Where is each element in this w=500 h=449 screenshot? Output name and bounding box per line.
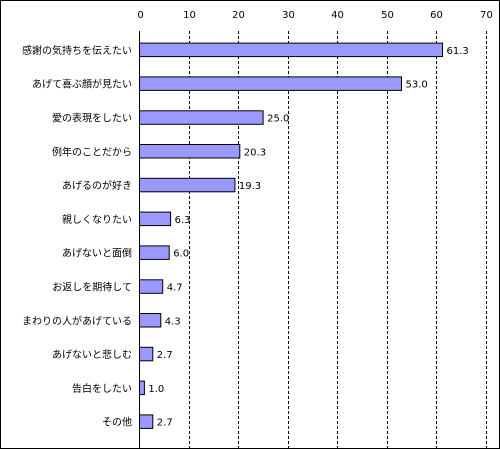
grid-lines — [189, 31, 487, 448]
bars — [139, 42, 443, 429]
value-label: 19.3 — [239, 181, 261, 192]
bar — [139, 279, 164, 294]
value-label: 25.0 — [267, 114, 289, 125]
value-labels: 61.3 53.0 25.0 20.3 19.3 6.3 6.0 4.7 4.3 2.7 1.0 2.… — [148, 46, 468, 429]
category-label: あげないと面倒 — [62, 248, 132, 260]
category-label: あげるのが好き — [62, 179, 132, 192]
bar — [139, 245, 170, 260]
category-label: お返しを期待して — [52, 281, 132, 294]
bar — [139, 313, 162, 328]
category-label: 愛の表現をしたい — [52, 112, 132, 125]
x-tick-label: 10 — [183, 10, 196, 21]
value-label: 1.0 — [148, 384, 164, 395]
bar — [139, 414, 154, 429]
value-label: 53.0 — [406, 80, 428, 91]
value-label: 6.3 — [175, 215, 191, 226]
x-tick-label: 20 — [232, 10, 245, 21]
category-label: あげないと悲しむ — [52, 348, 132, 361]
x-tick-label: 50 — [381, 10, 394, 21]
category-label: まわりの人があげている — [22, 314, 132, 327]
category-labels: 感謝の気持ちを伝えたいあげて喜ぶ顔が見たい愛の表現をしたい例年のことだからあげる… — [22, 44, 132, 429]
value-label: 20.3 — [244, 147, 266, 158]
bar — [139, 380, 145, 396]
category-label: 親しくなりたい — [62, 213, 132, 226]
bar — [139, 346, 154, 362]
bar — [139, 76, 402, 91]
value-label: 4.7 — [167, 283, 183, 294]
x-tick-label: 0 — [137, 10, 143, 21]
x-tick-label: 30 — [282, 10, 295, 21]
category-label: その他 — [102, 416, 132, 429]
x-axis-ticks: 0 10 20 30 40 50 60 70 — [137, 10, 493, 21]
x-tick-label: 60 — [430, 10, 443, 21]
value-label: 2.7 — [157, 418, 173, 429]
category-label: 告白をしたい — [72, 382, 132, 395]
bar — [139, 211, 172, 227]
value-label: 61.3 — [447, 46, 469, 57]
category-label: 感謝の気持ちを伝えたい — [22, 44, 132, 57]
category-label: あげて喜ぶ顔が見たい — [32, 78, 132, 91]
category-label: 例年のことだから — [52, 145, 132, 158]
value-label: 4.3 — [165, 316, 181, 327]
bar — [139, 110, 264, 125]
value-label: 6.0 — [173, 249, 189, 260]
value-label: 2.7 — [157, 350, 173, 361]
x-tick-label: 70 — [480, 10, 493, 21]
x-tick-label: 40 — [331, 10, 344, 21]
bar — [139, 42, 443, 58]
bar — [139, 177, 236, 193]
bar — [139, 144, 241, 159]
